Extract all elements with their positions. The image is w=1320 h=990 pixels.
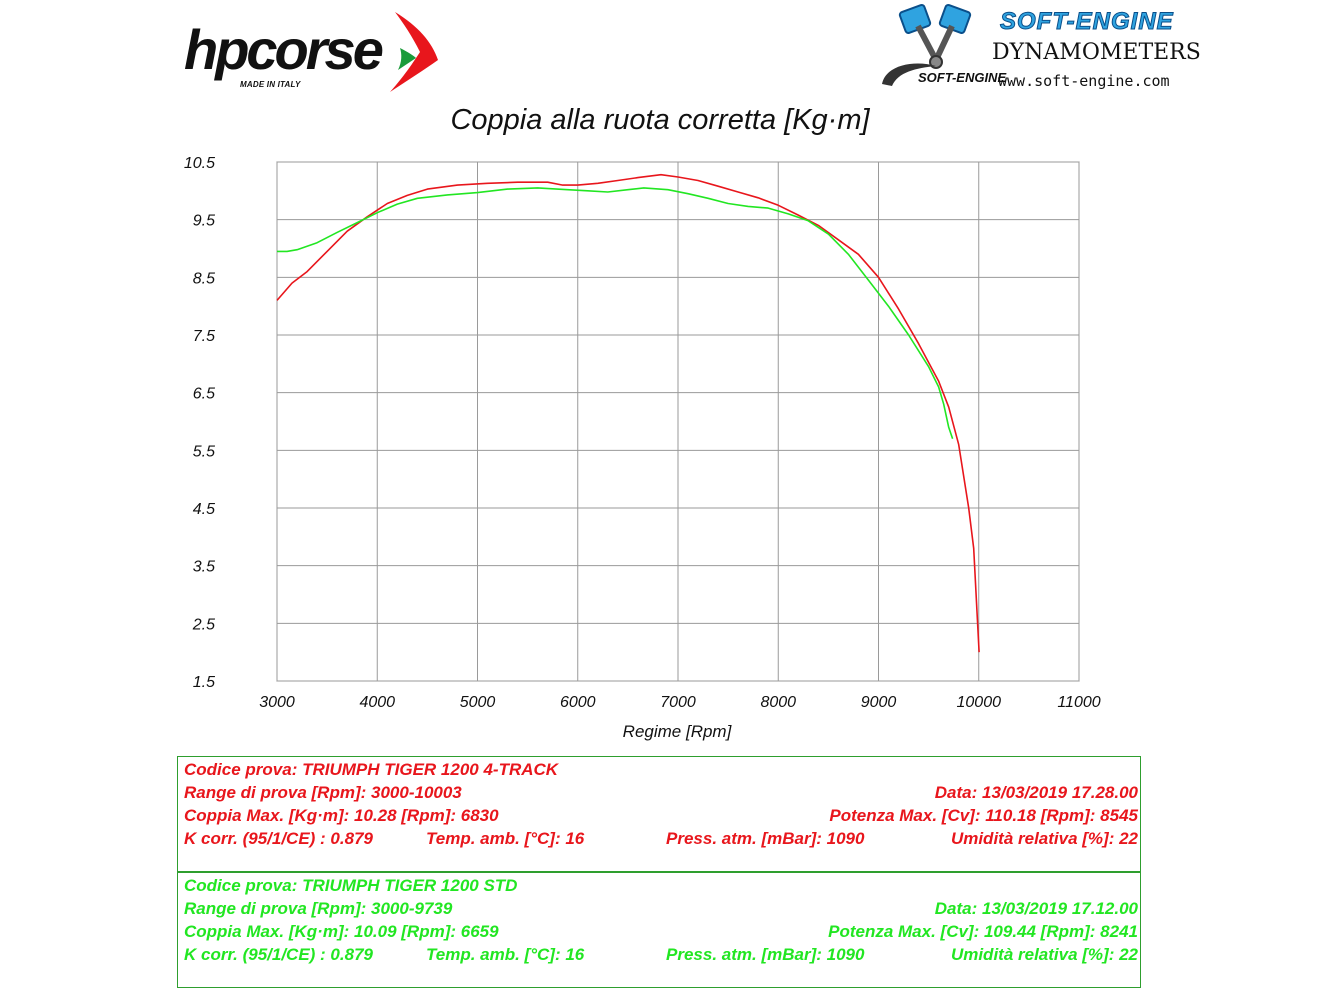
y-tick-label: 9.5: [193, 213, 215, 230]
test-range: Range di prova [Rpm]: 3000-9739: [184, 899, 453, 918]
hpcorse-logo: [390, 12, 438, 92]
test-date: Data: 13/03/2019 17.28.00: [934, 783, 1138, 802]
torque-series-line-1: [276, 173, 980, 653]
max-torque: Coppia Max. [Kg·m]: 10.09 [Rpm]: 6659: [184, 922, 499, 941]
chart-series: [276, 173, 980, 653]
x-tick-label: 7000: [660, 694, 696, 711]
chart-ticks: 3000 4000 5000 6000 7000 8000 9000 10000 11000 10…: [184, 155, 1101, 711]
x-tick-label: 11000: [1057, 694, 1100, 711]
y-tick-label: 7.5: [193, 328, 215, 345]
k-correction: K corr. (95/1/CE) : 0.879: [184, 945, 373, 964]
x-tick-label: 6000: [560, 694, 596, 711]
max-power: Potenza Max. [Cv]: 110.18 [Rpm]: 8545: [829, 806, 1138, 825]
y-tick-label: 5.5: [193, 443, 215, 460]
relative-humidity: Umidità relativa [%]: 22: [950, 945, 1138, 964]
y-tick-label: 8.5: [193, 270, 215, 287]
k-correction: K corr. (95/1/CE) : 0.879: [184, 829, 373, 848]
hpcorse-logo-text: hpcorse: [184, 18, 384, 81]
y-tick-label: 3.5: [193, 559, 215, 576]
x-tick-label: 4000: [359, 694, 395, 711]
info-box-4track: Codice prova: TRIUMPH TIGER 1200 4-TRACK…: [177, 756, 1141, 872]
y-tick-label: 6.5: [193, 386, 215, 403]
x-tick-label: 3000: [259, 694, 295, 711]
x-tick-label: 9000: [861, 694, 897, 711]
y-tick-label: 10.5: [184, 155, 215, 172]
y-tick-label: 1.5: [193, 674, 215, 691]
test-date: Data: 13/03/2019 17.12.00: [934, 899, 1138, 918]
soft-engine-mini-text: SOFT-ENGINE: [918, 70, 1007, 85]
hpcorse-logo-subtitle: MADE IN ITALY: [240, 80, 301, 89]
x-tick-label: 10000: [957, 694, 1002, 711]
test-code: Codice prova: TRIUMPH TIGER 1200 4-TRACK: [184, 760, 559, 779]
torque-chart: 3000 4000 5000 6000 7000 8000 9000 10000 11000 10…: [184, 155, 1101, 741]
chart-title: Coppia alla ruota corretta [Kg·m]: [450, 104, 870, 136]
torque-series-line-2: [277, 187, 954, 440]
soft-engine-logo: [882, 4, 972, 86]
soft-engine-url: www.soft-engine.com: [998, 72, 1170, 90]
info-box-std: Codice prova: TRIUMPH TIGER 1200 STD Ran…: [177, 872, 1141, 988]
chart-grid: [276, 161, 1080, 682]
x-axis-label: Regime [Rpm]: [623, 722, 733, 741]
ambient-temp: Temp. amb. [°C]: 16: [426, 829, 585, 848]
soft-engine-dynamometers: DYNAMOMETERS: [992, 40, 1201, 65]
atm-pressure: Press. atm. [mBar]: 1090: [666, 945, 865, 964]
relative-humidity: Umidità relativa [%]: 22: [950, 829, 1138, 848]
atm-pressure: Press. atm. [mBar]: 1090: [666, 829, 865, 848]
x-tick-label: 5000: [460, 694, 496, 711]
piston-icon: [898, 4, 972, 69]
ambient-temp: Temp. amb. [°C]: 16: [426, 945, 585, 964]
y-tick-label: 2.5: [192, 616, 215, 633]
test-code: Codice prova: TRIUMPH TIGER 1200 STD: [184, 876, 518, 895]
soft-engine-brand: SOFT-ENGINE: [1000, 8, 1174, 36]
x-tick-label: 8000: [760, 694, 796, 711]
max-torque: Coppia Max. [Kg·m]: 10.28 [Rpm]: 6830: [184, 806, 499, 825]
test-range: Range di prova [Rpm]: 3000-10003: [184, 783, 462, 802]
max-power: Potenza Max. [Cv]: 109.44 [Rpm]: 8241: [828, 922, 1138, 941]
y-tick-label: 4.5: [193, 501, 215, 518]
